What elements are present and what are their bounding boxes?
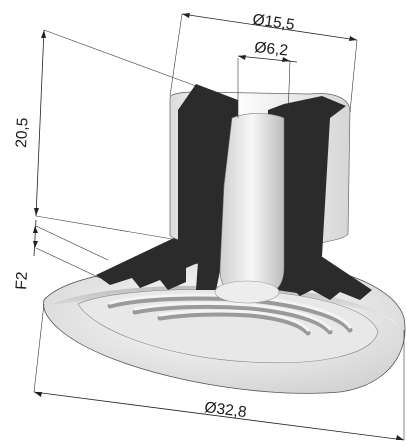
dimension-lines [33, 13, 405, 441]
label-base-diameter: Ø32,8 [204, 399, 248, 421]
label-top-outer-diameter: Ø15,5 [251, 11, 295, 34]
label-thread: F2 [13, 271, 31, 290]
label-height: 20,5 [13, 117, 32, 148]
part-body [43, 84, 406, 394]
dimension-labels: Ø15,5 Ø6,2 20,5 F2 Ø32,8 [13, 11, 296, 421]
label-bore-diameter: Ø6,2 [254, 39, 289, 59]
bore-bottom [214, 280, 280, 304]
central-bore [219, 113, 285, 299]
flange-section-left [96, 236, 200, 290]
